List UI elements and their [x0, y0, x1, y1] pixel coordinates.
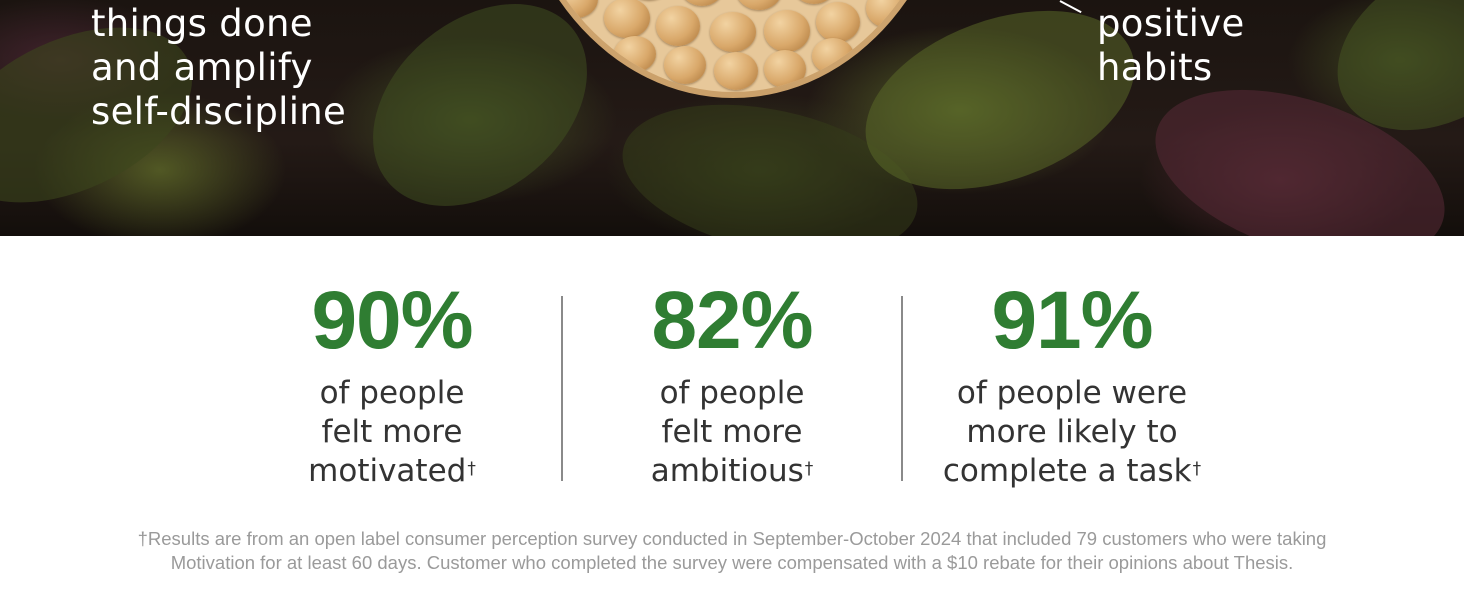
stat-caption-line: felt more [661, 414, 803, 450]
survey-footnote: †Results are from an open label consumer… [0, 527, 1464, 575]
pod-decoration [333, 0, 627, 236]
hero-right-line: building [1097, 0, 1248, 2]
stat-motivated: 90% of people felt more motivated† [222, 276, 562, 491]
stat-caption-line: ambitious [650, 453, 804, 489]
soybean [554, 0, 598, 18]
soybean [816, 2, 860, 42]
stat-caption-line: of people [319, 375, 465, 411]
footnote-dagger: † [804, 459, 814, 479]
hero-right-line: positive [1097, 2, 1245, 45]
stat-caption-line: motivated [308, 453, 467, 489]
stat-ambitious: 82% of people felt more ambitious† [562, 276, 902, 491]
footnote-line: †Results are from an open label consumer… [137, 528, 1327, 549]
stat-caption-line: of people [659, 375, 805, 411]
stat-caption-line: of people were [956, 375, 1188, 411]
hero-left-line: and amplify [91, 46, 313, 89]
soybean [656, 6, 700, 46]
hero-banner: things done and amplify self-discipline … [0, 0, 1464, 236]
soybean [792, 0, 836, 4]
stat-value: 82% [651, 275, 813, 366]
soybean [664, 46, 706, 84]
soybean [812, 38, 854, 74]
stat-value: 90% [311, 275, 473, 366]
stat-caption: of people were more likely to complete a… [902, 374, 1242, 491]
stat-divider [901, 296, 903, 481]
soybean [714, 52, 758, 90]
stat-value: 91% [991, 275, 1153, 366]
soybean [866, 0, 910, 28]
soybean [764, 50, 806, 88]
footnote-line: Motivation for at least 60 days. Custome… [170, 552, 1294, 573]
hero-left-line: things done [91, 2, 313, 45]
soybean [604, 0, 650, 38]
stat-divider [561, 296, 563, 481]
footnote-dagger: † [1192, 459, 1202, 479]
hero-right-text: building positive habits [1097, 0, 1248, 90]
stat-task-completion: 91% of people were more likely to comple… [902, 276, 1242, 491]
soybean [710, 12, 756, 52]
footnote-dagger: † [467, 459, 476, 479]
stat-caption-line: felt more [321, 414, 463, 450]
stat-caption: of people felt more ambitious† [562, 374, 902, 491]
stat-caption-line: more likely to [966, 414, 1178, 450]
stat-caption-line: complete a task [942, 453, 1192, 489]
stats-section: 90% of people felt more motivated† 82% o… [0, 236, 1464, 506]
hero-left-text: things done and amplify self-discipline [91, 2, 346, 134]
stat-caption: of people felt more motivated† [222, 374, 562, 491]
soybean [736, 0, 782, 10]
soybean [614, 36, 656, 72]
soybean [764, 10, 810, 52]
hero-right-line: habits [1097, 46, 1213, 89]
hero-left-line: self-discipline [91, 90, 347, 133]
soybean [680, 0, 724, 6]
